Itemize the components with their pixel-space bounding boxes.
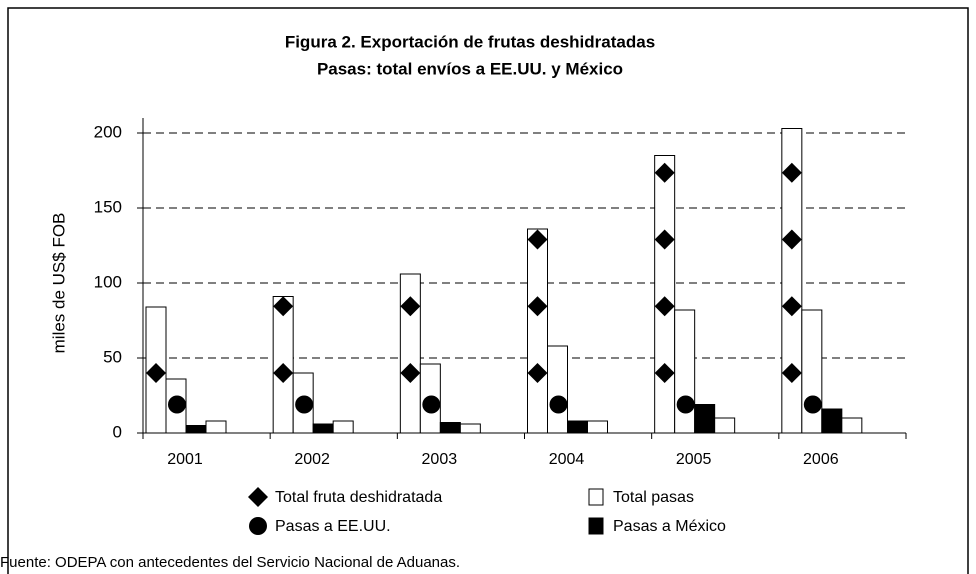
bar [459,423,481,434]
bar [332,420,354,434]
source-note: Fuente: ODEPA con antecedentes del Servi… [0,554,460,571]
chart-title: Figura 2. Exportación de frutas deshidra… [285,32,655,51]
bar-marker [168,395,186,414]
bar [567,420,588,434]
legend-swatch [588,517,604,535]
bar [821,408,843,434]
bar [587,420,608,434]
chart-frame [7,7,969,574]
bar [674,309,696,434]
x-tick-label: 2004 [549,451,585,468]
y-tick-label: 0 [113,422,122,441]
y-tick-label: 50 [103,347,122,366]
bar-marker [422,395,441,414]
bar-marker [803,395,822,414]
legend-label: Total fruta deshidratada [275,489,442,506]
legend-label: Total pasas [613,489,694,506]
y-axis-label: miles de US$ FOB [49,213,68,354]
bar [547,345,568,434]
x-tick-label: 2006 [803,451,839,468]
bar-picture [654,296,675,317]
bar-picture [527,229,548,250]
bar-picture [146,363,166,383]
bar [185,425,207,434]
bar-picture [273,296,294,317]
bar [205,420,227,434]
bar [439,422,461,434]
bar [399,273,421,434]
bar-picture [527,296,548,317]
bar [841,417,863,434]
bar [801,309,823,434]
bar-picture [400,296,421,317]
x-tick-label: 2005 [676,451,712,468]
chart-subtitle: Pasas: total envíos a EE.UU. y México [317,59,623,78]
bar [694,404,716,434]
x-tick-label: 2003 [422,451,458,468]
legend-label: Pasas a EE.UU. [275,518,391,535]
x-tick-label: 2002 [294,451,330,468]
y-tick-label: 150 [94,197,122,216]
bar-picture [654,363,675,383]
bar-marker [295,395,314,414]
bar [527,228,548,434]
bar-picture [781,162,802,183]
bar-picture [527,363,548,383]
bar-picture [400,363,421,383]
bar-marker [676,395,695,414]
y-tick-label: 200 [94,122,122,141]
bar-picture [273,363,294,383]
bar-picture [781,229,802,250]
bar-picture [654,162,675,183]
legend-swatch [249,517,267,535]
bar-marker [549,395,568,414]
bar [312,423,334,434]
bar [654,155,676,434]
bar [714,417,736,434]
bar [781,128,803,434]
bar-picture [781,363,802,383]
legend-label: Pasas a México [613,518,726,535]
bar-picture [781,296,802,317]
y-tick-label: 100 [94,272,122,291]
bar-picture [654,229,675,250]
legend-swatch [588,488,604,506]
x-tick-label: 2001 [167,451,203,468]
legend-swatch [248,487,268,507]
